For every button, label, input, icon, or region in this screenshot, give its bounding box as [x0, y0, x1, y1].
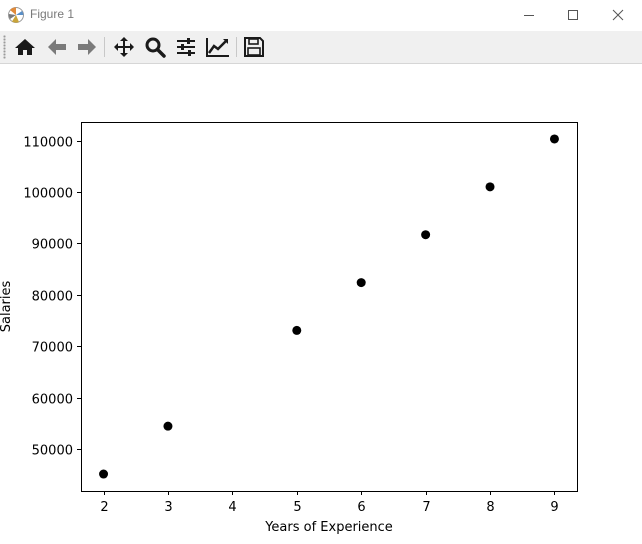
x-tick-label: 5	[293, 500, 301, 515]
x-tick-label: 4	[228, 500, 236, 515]
configure-subplots-icon	[177, 38, 195, 56]
maximize-button[interactable]	[550, 0, 596, 30]
axis-ticks: 2 3 4 5 6 7 8 9 50000 60000 70000 80000 90000 100000 1…	[23, 136, 558, 516]
forward-arrow-icon	[78, 39, 96, 55]
scatter-point	[99, 469, 109, 479]
y-tick-label: 60000	[32, 393, 73, 408]
y-tick-label: 70000	[32, 341, 73, 356]
x-tick-label: 8	[486, 500, 494, 515]
x-tick-label: 7	[422, 500, 430, 515]
y-tick-label: 80000	[32, 290, 73, 305]
figure-background	[0, 64, 642, 544]
matplotlib-logo-icon	[8, 7, 24, 23]
x-tick-label: 3	[164, 500, 172, 515]
figure-canvas[interactable]: 2 3 4 5 6 7 8 9 50000 60000 70000 80000 90000 100000 1…	[0, 64, 642, 544]
scatter-points	[99, 134, 559, 479]
scatter-point	[356, 278, 366, 288]
edit-axis-icon	[206, 38, 229, 57]
y-tick-label: 110000	[23, 136, 73, 151]
back-button[interactable]	[44, 35, 70, 59]
home-button[interactable]	[12, 35, 38, 59]
y-tick-label: 90000	[32, 238, 73, 253]
back-arrow-icon	[48, 39, 66, 55]
toolbar-separator	[104, 37, 105, 57]
scatter-point	[549, 134, 559, 144]
scatter-point	[421, 230, 431, 240]
forward-button[interactable]	[74, 35, 100, 59]
home-icon	[15, 39, 35, 55]
x-tick-label: 2	[100, 500, 108, 515]
minimize-button[interactable]	[506, 0, 552, 30]
maximize-icon	[568, 10, 578, 20]
zoom-button[interactable]	[142, 35, 168, 59]
close-button[interactable]	[595, 0, 641, 30]
edit-axis-button[interactable]	[205, 35, 231, 59]
navigation-toolbar	[0, 31, 642, 64]
zoom-magnifier-icon	[145, 37, 166, 58]
title-bar[interactable]: Figure 1	[0, 0, 642, 30]
scatter-point	[292, 325, 302, 335]
minimize-icon	[524, 15, 534, 16]
y-tick-label: 50000	[32, 444, 73, 459]
x-tick-label: 9	[550, 500, 558, 515]
scatter-point	[485, 182, 495, 192]
toolbar-grip[interactable]	[3, 35, 6, 59]
axes-frame	[81, 122, 578, 492]
save-floppy-icon	[244, 37, 264, 57]
configure-subplots-button[interactable]	[173, 35, 199, 59]
pan-button[interactable]	[111, 35, 137, 59]
y-tick-label: 100000	[23, 187, 73, 202]
pan-move-icon	[114, 37, 134, 57]
scatter-point	[163, 421, 173, 431]
x-tick-label: 6	[357, 500, 365, 515]
save-button[interactable]	[241, 35, 267, 59]
y-axis-label: Salaries	[0, 281, 14, 333]
toolbar-separator	[236, 37, 237, 57]
close-icon	[612, 9, 624, 21]
x-axis-label: Years of Experience	[264, 520, 393, 535]
window-title: Figure 1	[30, 7, 75, 21]
